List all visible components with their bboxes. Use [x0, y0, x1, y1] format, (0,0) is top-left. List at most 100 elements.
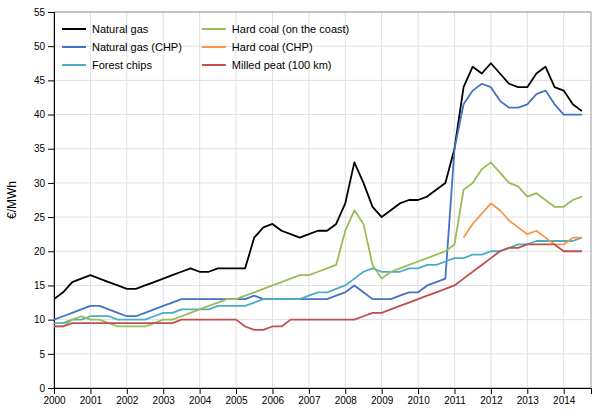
tick-mark [48, 320, 54, 321]
tick-label: 2014 [553, 395, 576, 406]
tick-mark [236, 388, 237, 394]
tick-mark [48, 149, 54, 150]
legend-label: Milled peat (100 km) [232, 59, 332, 71]
tick-label: 2001 [80, 395, 103, 406]
tick-label: 55 [34, 7, 46, 18]
plot-frame [54, 12, 591, 388]
y-tick: 55 [34, 7, 54, 18]
legend-item: Milled peat (100 km) [202, 59, 332, 71]
tick-mark [309, 388, 310, 394]
grid-line-y [54, 353, 591, 354]
tick-mark [90, 388, 91, 394]
x-tick: 2005 [225, 388, 248, 406]
x-tick: 2004 [189, 388, 212, 406]
tick-mark [48, 115, 54, 116]
tick-label: 50 [34, 41, 46, 52]
legend-label: Forest chips [92, 59, 152, 71]
tick-mark [48, 183, 54, 184]
tick-label: 40 [34, 109, 46, 120]
grid [54, 12, 591, 388]
grid-line-y [54, 80, 591, 81]
tick-label: 2013 [517, 395, 540, 406]
x-tick: 2001 [80, 388, 103, 406]
tick-mark [382, 388, 383, 394]
y-tick: 30 [34, 178, 54, 189]
tick-mark [48, 388, 54, 389]
y-tick: 15 [34, 280, 54, 291]
grid-line-x [90, 12, 91, 388]
tick-label: 2005 [225, 395, 248, 406]
tick-mark [48, 12, 54, 13]
tick-label: 2008 [335, 395, 358, 406]
x-tick: 2000 [43, 388, 66, 406]
tick-label: 25 [34, 212, 46, 223]
series-line [54, 244, 582, 329]
tick-mark [48, 251, 54, 252]
tick-label: 20 [34, 246, 46, 257]
grid-line-y [54, 114, 591, 115]
x-tick: 2008 [335, 388, 358, 406]
tick-mark [48, 354, 54, 355]
legend-swatch [62, 46, 86, 48]
legend-label: Hard coal (on the coast) [232, 23, 349, 35]
tick-label: 2002 [116, 395, 139, 406]
y-tick: 25 [34, 212, 54, 223]
tick-mark [48, 285, 54, 286]
grid-line-x [563, 12, 564, 388]
grid-line-y [54, 217, 591, 218]
grid-line-x [454, 12, 455, 388]
y-tick: 10 [34, 314, 54, 325]
y-tick: 50 [34, 41, 54, 52]
legend-item: Natural gas (CHP) [62, 41, 182, 53]
tick-label: 45 [34, 75, 46, 86]
legend-swatch [202, 28, 226, 30]
tick-mark [127, 388, 128, 394]
tick-label: 0 [39, 383, 45, 394]
tick-label: 5 [39, 349, 45, 360]
grid-line-y [54, 251, 591, 252]
tick-label: 2000 [43, 395, 66, 406]
tick-mark [527, 388, 528, 394]
tick-label: 35 [34, 143, 46, 154]
x-tick: 2010 [407, 388, 430, 406]
x-tick: 2014 [553, 388, 576, 406]
x-tick: 2003 [153, 388, 176, 406]
series-line [464, 203, 582, 244]
legend-label: Natural gas (CHP) [92, 41, 182, 53]
series-line [54, 63, 582, 299]
x-tick: 2013 [517, 388, 540, 406]
tick-mark [48, 46, 54, 47]
legend-item: Hard coal (CHP) [202, 41, 313, 53]
tick-mark [163, 388, 164, 394]
x-tick: 2006 [262, 388, 285, 406]
tick-label: 2011 [444, 395, 466, 406]
legend-label: Natural gas [92, 23, 149, 35]
tick-mark [48, 217, 54, 218]
legend-swatch [62, 64, 86, 66]
y-axis-title: €/MWh [5, 181, 19, 219]
grid-line-y [54, 148, 591, 149]
legend-swatch [202, 46, 226, 48]
tick-label: 2003 [153, 395, 176, 406]
series-line [54, 162, 582, 326]
legend-item: Hard coal (on the coast) [202, 23, 349, 35]
legend-swatch [62, 28, 86, 30]
tick-mark [454, 388, 455, 394]
grid-line-x [490, 12, 491, 388]
grid-line-x [381, 12, 382, 388]
tick-label: 2007 [298, 395, 321, 406]
x-axis: 2000200120022003200420052006200720082009… [43, 388, 591, 406]
legend-swatch [202, 64, 226, 66]
tick-label: 15 [34, 280, 46, 291]
axis-line [55, 389, 592, 395]
y-tick: 0 [39, 383, 54, 394]
x-tick: 2011 [444, 388, 466, 406]
y-tick: 5 [39, 349, 54, 360]
grid-line-x [163, 12, 164, 388]
y-tick: 45 [34, 75, 54, 86]
tick-label: 10 [34, 314, 46, 325]
grid-line-y [54, 285, 591, 286]
tick-mark [418, 388, 419, 394]
series-line [54, 84, 582, 320]
tick-label: 30 [34, 178, 46, 189]
